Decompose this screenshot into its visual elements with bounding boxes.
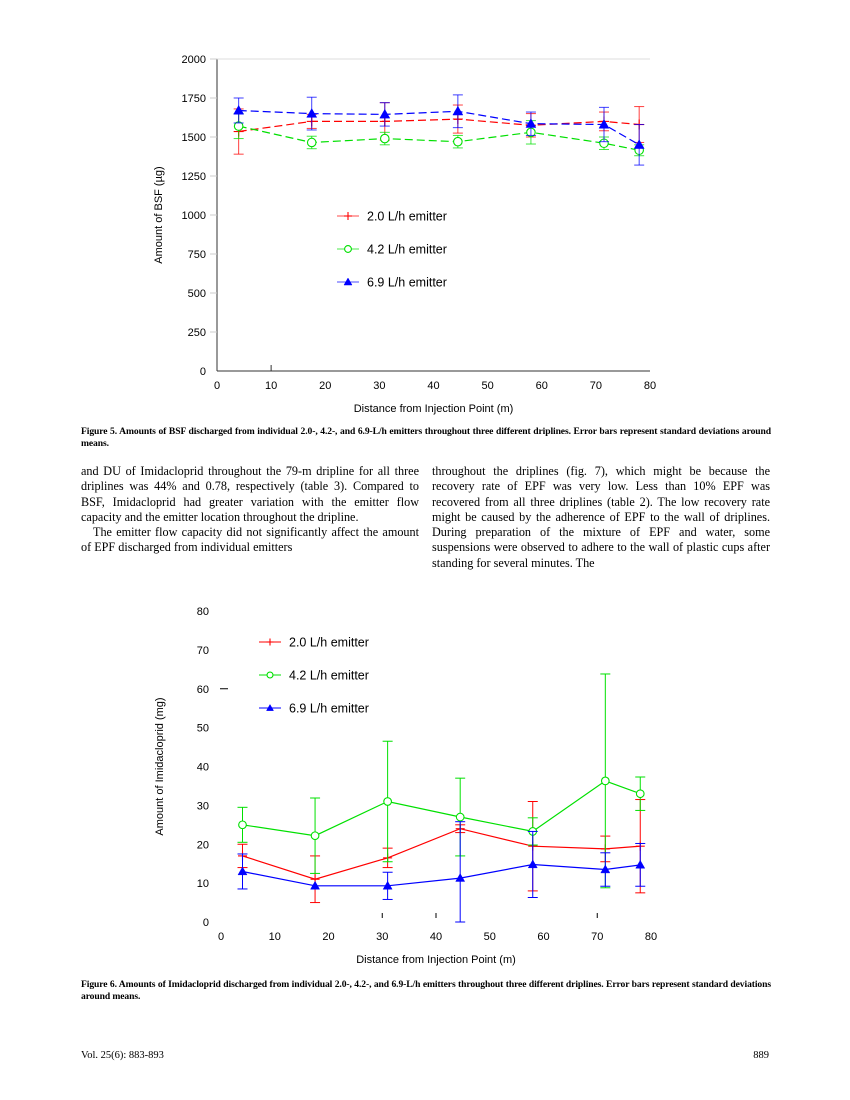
series-line (242, 828, 641, 880)
x-tick-label: 10 (265, 380, 277, 392)
x-tick-label: 0 (214, 380, 220, 392)
body-paragraph: throughout the driplines (fig. 7), which… (432, 464, 770, 570)
circle-marker (238, 820, 247, 830)
x-tick-label: 60 (537, 931, 549, 943)
legend-label: 2.0 L/h emitter (289, 636, 369, 650)
x-tick-label: 20 (322, 931, 334, 943)
series-line (238, 125, 640, 151)
triangle-marker (527, 859, 538, 869)
y-tick-label: 50 (197, 723, 209, 735)
legend-label: 6.9 L/h emitter (367, 276, 447, 290)
triangle-marker (306, 108, 318, 118)
triangle-marker (525, 118, 537, 128)
triangle-marker (343, 277, 353, 286)
figure5-caption: Figure 5. Amounts of BSF discharged from… (81, 426, 771, 449)
legend-label: 4.2 L/h emitter (367, 243, 447, 257)
y-tick-label: 80 (197, 606, 209, 618)
y-tick-label: 1750 (182, 93, 206, 105)
y-tick-label: 0 (203, 917, 209, 929)
y-tick-label: 10 (197, 878, 209, 890)
journal-volume: Vol. 25(6): 883-893 (81, 1050, 164, 1061)
y-tick-label: 750 (188, 249, 206, 261)
circle-marker (635, 789, 645, 799)
triangle-marker (633, 139, 645, 149)
x-axis-title: Distance from Injection Point (m) (354, 403, 514, 415)
x-tick-label: 60 (536, 380, 548, 392)
y-tick-label: 60 (197, 684, 209, 696)
triangle-marker (600, 864, 611, 874)
x-tick-label: 70 (591, 931, 603, 943)
x-axis-title: Distance from Injection Point (m) (356, 954, 516, 966)
x-tick-label: 30 (376, 931, 388, 943)
y-tick-label: 1500 (182, 132, 206, 144)
body-paragraph: and DU of Imidacloprid throughout the 79… (81, 464, 419, 524)
triangle-marker (382, 880, 393, 890)
circle-marker (306, 137, 317, 148)
page-number: 889 (753, 1050, 769, 1061)
body-column-left: and DU of Imidacloprid throughout the 79… (81, 464, 419, 556)
y-axis-title: Amount of Imidacloprid (mg) (154, 697, 166, 835)
body-paragraph: The emitter flow capacity did not signif… (81, 525, 419, 555)
y-tick-label: 30 (197, 800, 209, 812)
x-tick-label: 0 (218, 931, 224, 943)
circle-marker (455, 812, 465, 822)
y-tick-label: 500 (188, 288, 206, 300)
series-line (242, 780, 641, 837)
circle-marker (383, 797, 392, 806)
triangle-marker (233, 104, 245, 115)
triangle-marker (598, 119, 610, 129)
y-tick-label: 2000 (182, 54, 206, 66)
x-tick-label: 50 (482, 380, 494, 392)
series-line (238, 118, 640, 133)
circle-marker (266, 671, 274, 679)
legend-label: 4.2 L/h emitter (289, 669, 369, 683)
y-tick-label: 1250 (182, 171, 206, 183)
figure6-chart: 0 10 20 30 40 50 60 70 80 0 10 20 30 40 50 60 70 80 Distan… (154, 606, 657, 966)
figure5-chart: 0 250 500 750 1000 1250 1500 1750 2000 0 10 20 30 40 5… (153, 54, 656, 415)
y-tick-label: 0 (200, 366, 206, 378)
triangle-marker (452, 105, 464, 116)
y-tick-label: 1000 (182, 210, 206, 222)
x-tick-label: 50 (484, 931, 496, 943)
x-tick-label: 10 (269, 931, 281, 943)
y-tick-label: 70 (197, 645, 209, 657)
x-tick-label: 80 (645, 931, 657, 943)
triangle-marker (379, 108, 391, 119)
x-tick-label: 40 (427, 380, 439, 392)
triangle-marker (266, 703, 274, 711)
triangle-marker (237, 866, 248, 876)
x-tick-label: 70 (590, 380, 602, 392)
circle-marker (600, 776, 610, 786)
x-tick-label: 20 (319, 380, 331, 392)
x-tick-label: 80 (644, 380, 656, 392)
y-tick-label: 20 (197, 839, 209, 851)
legend-label: 2.0 L/h emitter (367, 210, 447, 224)
body-column-right: throughout the driplines (fig. 7), which… (432, 464, 770, 571)
circle-marker (310, 831, 320, 841)
y-axis-title: Amount of BSF (µg) (153, 166, 165, 263)
x-tick-label: 30 (373, 380, 385, 392)
legend-label: 6.9 L/h emitter (289, 702, 369, 716)
x-tick-label: 40 (430, 931, 442, 943)
circle-marker (453, 136, 463, 147)
y-tick-label: 250 (188, 327, 206, 339)
triangle-marker (455, 873, 466, 882)
circle-marker (344, 245, 352, 253)
circle-marker (379, 133, 390, 144)
figure6-caption: Figure 6. Amounts of Imidacloprid discha… (81, 979, 771, 1002)
y-tick-label: 40 (197, 762, 209, 774)
triangle-marker (310, 880, 320, 890)
triangle-marker (635, 859, 646, 869)
